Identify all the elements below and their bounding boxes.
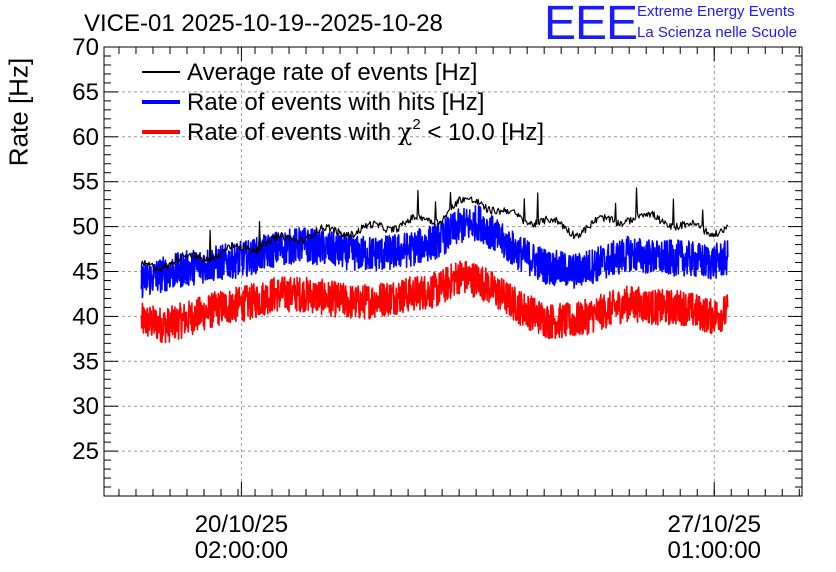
y-tick-label: 25 bbox=[72, 438, 99, 465]
legend-label-1: Rate of events with hits [Hz] bbox=[187, 89, 484, 116]
legend-label-part: χ bbox=[398, 118, 413, 146]
x-tick-label-date: 20/10/25 bbox=[195, 511, 288, 538]
y-tick-label: 35 bbox=[72, 348, 99, 375]
y-tick-label: 60 bbox=[72, 124, 99, 151]
logo-line-1: Extreme Energy Events bbox=[637, 3, 795, 20]
legend-label-2: Rate of events with χ2 < 10.0 [Hz] bbox=[187, 116, 544, 146]
chart-title: VICE-01 2025-10-19--2025-10-28 bbox=[84, 10, 443, 37]
legend-label-part: < 10.0 [Hz] bbox=[421, 119, 544, 146]
logo-line-2: La Scienza nelle Scuole bbox=[637, 24, 798, 41]
series-line-hits bbox=[140, 205, 729, 299]
y-tick-label: 40 bbox=[72, 303, 99, 330]
legend: Average rate of events [Hz] Rate of event… bbox=[142, 59, 544, 146]
y-tick-label: 65 bbox=[72, 79, 99, 106]
legend-label-part: Rate of events with bbox=[187, 119, 398, 146]
series-line-average bbox=[140, 187, 729, 273]
eee-logo-mark: EEE bbox=[544, 0, 638, 50]
y-tick-label: 50 bbox=[72, 214, 99, 241]
x-tick-label-time: 01:00:00 bbox=[668, 537, 761, 564]
y-tick-label: 70 bbox=[72, 34, 99, 61]
x-tick-label-date: 27/10/25 bbox=[668, 511, 761, 538]
y-tick-label: 55 bbox=[72, 169, 99, 196]
legend-label-part: 2 bbox=[412, 116, 420, 133]
legend-label-0: Average rate of events [Hz] bbox=[187, 59, 477, 86]
y-tick-label: 45 bbox=[72, 259, 99, 286]
x-tick-label-time: 02:00:00 bbox=[195, 537, 288, 564]
series-line-chi2 bbox=[140, 260, 729, 344]
y-tick-label: 30 bbox=[72, 393, 99, 420]
